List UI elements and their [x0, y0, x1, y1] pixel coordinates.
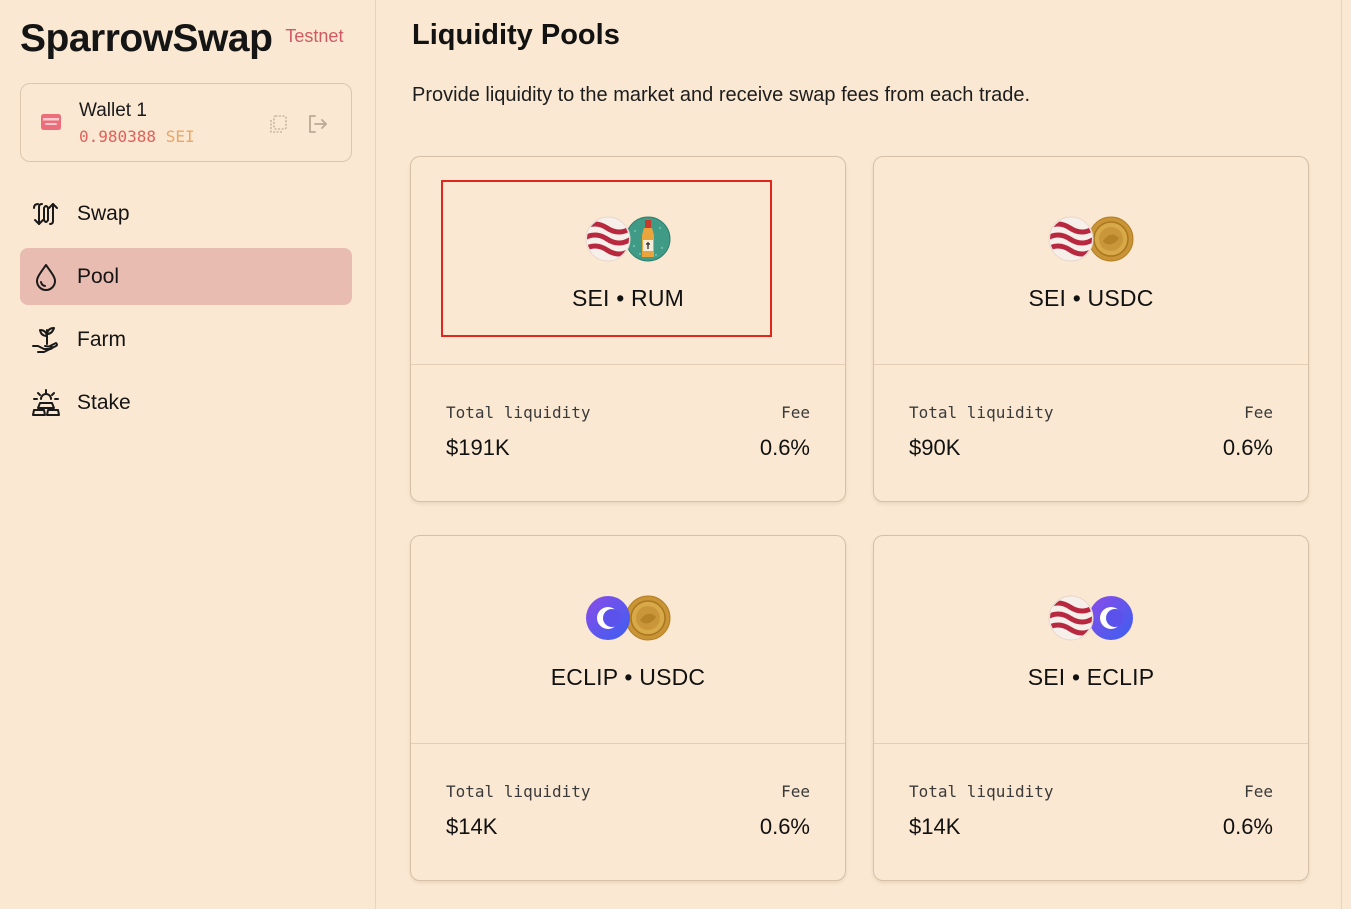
rum-token-icon: [625, 216, 671, 262]
pair-icons: [585, 216, 671, 262]
pool-card-header: SEI • USDC: [874, 157, 1308, 365]
fee-label: Fee: [781, 403, 810, 422]
fee-value: 0.6%: [759, 814, 810, 839]
total-liquidity-label: Total liquidity: [446, 782, 591, 801]
eclip-token-icon: [585, 595, 631, 641]
sei-token-icon: [1048, 216, 1094, 262]
wallet-name: Wallet 1: [79, 100, 147, 121]
brand: SparrowSwap Testnet: [20, 16, 343, 62]
wallet-icon: [41, 114, 61, 130]
total-liquidity-label: Total liquidity: [909, 403, 1054, 422]
pool-card-header: SEI • RUM: [411, 157, 845, 365]
pair-icons: [1048, 216, 1134, 262]
pair-icons: [1048, 595, 1134, 641]
network-badge: Testnet: [285, 26, 344, 46]
logout-icon[interactable]: [305, 112, 329, 136]
page-title: Liquidity Pools: [412, 19, 620, 51]
total-liquidity-label: Total liquidity: [909, 782, 1054, 801]
pool-card-sei-usdc[interactable]: SEI • USDC Total liquidity Fee $90K 0.6%: [873, 156, 1309, 502]
copy-icon[interactable]: [266, 112, 290, 136]
nav-label-pool: Pool: [77, 264, 120, 288]
wallet-balance: 0.980388 SEI: [79, 127, 195, 146]
brand-title[interactable]: SparrowSwap: [20, 17, 273, 60]
pool-pair-name: SEI • USDC: [1028, 285, 1154, 311]
wallet-card: Wallet 1 0.980388 SEI: [20, 83, 352, 162]
fee-value: 0.6%: [1222, 814, 1273, 839]
pool-card-sei-rum[interactable]: SEI • RUM Total liquidity Fee $191K 0.6%: [410, 156, 846, 502]
page-subtitle: Provide liquidity to the market and rece…: [412, 84, 1031, 106]
nav-item-swap[interactable]: Swap: [20, 185, 352, 242]
total-liquidity-value: $191K: [446, 435, 510, 460]
nav-label-stake: Stake: [77, 390, 131, 414]
pool-card-header: ECLIP • USDC: [411, 536, 845, 744]
sei-token-icon: [1048, 595, 1094, 641]
total-liquidity-value: $14K: [446, 814, 498, 839]
fee-label: Fee: [1244, 403, 1273, 422]
pool-pair-name: SEI • RUM: [571, 285, 685, 311]
nav-item-stake[interactable]: Stake: [20, 374, 352, 431]
nav-label-farm: Farm: [77, 327, 126, 351]
usdc-token-icon: [1088, 216, 1134, 262]
droplet-icon: [36, 263, 56, 291]
pool-pair-name: SEI • ECLIP: [1027, 664, 1155, 690]
stake-bars-icon: [32, 388, 60, 416]
nav-label-swap: Swap: [77, 201, 130, 225]
total-liquidity-value: $90K: [909, 435, 961, 460]
total-liquidity-value: $14K: [909, 814, 961, 839]
swap-arrows-icon: [33, 202, 58, 225]
nav-item-pool[interactable]: Pool: [20, 248, 352, 305]
sidebar: SparrowSwap Testnet Wallet 1 0.980388 SE…: [0, 0, 376, 909]
plant-hand-icon: [32, 326, 58, 353]
pool-pair-name: ECLIP • USDC: [550, 664, 706, 690]
pair-icons: [585, 595, 671, 641]
wallet-balance-unit: SEI: [165, 127, 195, 146]
pool-card-eclip-usdc[interactable]: ECLIP • USDC Total liquidity Fee $14K 0.…: [410, 535, 846, 881]
usdc-token-icon: [625, 595, 671, 641]
wallet-balance-value: 0.980388: [79, 127, 157, 146]
pool-card-header: SEI • ECLIP: [874, 536, 1308, 744]
total-liquidity-label: Total liquidity: [446, 403, 591, 422]
fee-value: 0.6%: [759, 435, 810, 460]
sei-token-icon: [585, 216, 631, 262]
fee-label: Fee: [1244, 782, 1273, 801]
main-content: Liquidity Pools Provide liquidity to the…: [376, 0, 1342, 909]
eclip-token-icon: [1088, 595, 1134, 641]
main-nav: Swap Pool Farm: [20, 185, 352, 437]
nav-item-farm[interactable]: Farm: [20, 311, 352, 368]
fee-value: 0.6%: [1222, 435, 1273, 460]
fee-label: Fee: [781, 782, 810, 801]
pool-card-sei-eclip[interactable]: SEI • ECLIP Total liquidity Fee $14K 0.6…: [873, 535, 1309, 881]
